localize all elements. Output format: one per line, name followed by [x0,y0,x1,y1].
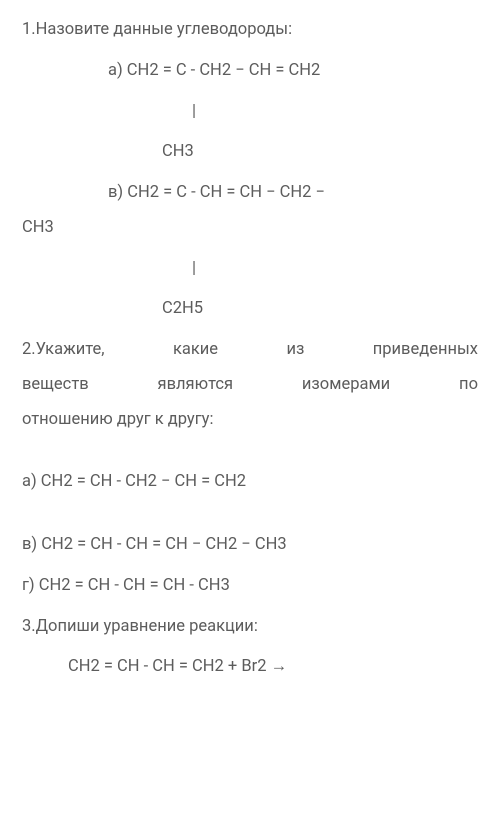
q1-prompt: 1.Назовите данные углеводороды: [22,18,478,43]
q3-equation: CH2 = CH - CH = CH2 + Br2 → [22,655,478,680]
q2-option-g: г) CH2 = CH - CH = CH - CH3 [22,574,478,599]
q2-l2-c: изомерами [302,373,390,398]
q2-option-v: в) CH2 = CH - CH = CH − CH2 − CH3 [22,533,478,558]
q2-prompt-line2: веществ являются изомерами по [22,373,478,398]
q2-option-a: а) CH2 = CH - CH2 − CH = CH2 [22,470,478,495]
q2-prompt-line3: отношению друг к другу: [22,408,478,433]
q2-l1-d: приведенных [373,338,478,363]
q3-prompt: 3.Допиши уравнение реакции: [22,615,478,640]
q1-b-branch: C2H5 [22,297,478,322]
q2-prompt-line1: 2.Укажите, какие из приведенных [22,338,478,363]
q2-l1-a: 2.Укажите, [22,338,105,363]
q1-a-branch: CH3 [22,140,478,165]
q1-a-formula: а) CH2 = C - CH2 − CH = CH2 [22,59,478,84]
q2-l1-b: какие [173,338,218,363]
q2-l2-a: веществ [22,373,89,398]
q2-l2-b: являются [158,373,234,398]
q1-b-formula: в) CH2 = C - CH = CH − CH2 − [22,181,478,206]
q1-b-wrap: CH3 [22,216,478,241]
q1-b-bond-pipe: | [22,257,478,282]
q2-l2-d: по [459,373,478,398]
q2-l1-c: из [286,338,304,363]
q1-a-bond-pipe: | [22,100,478,125]
